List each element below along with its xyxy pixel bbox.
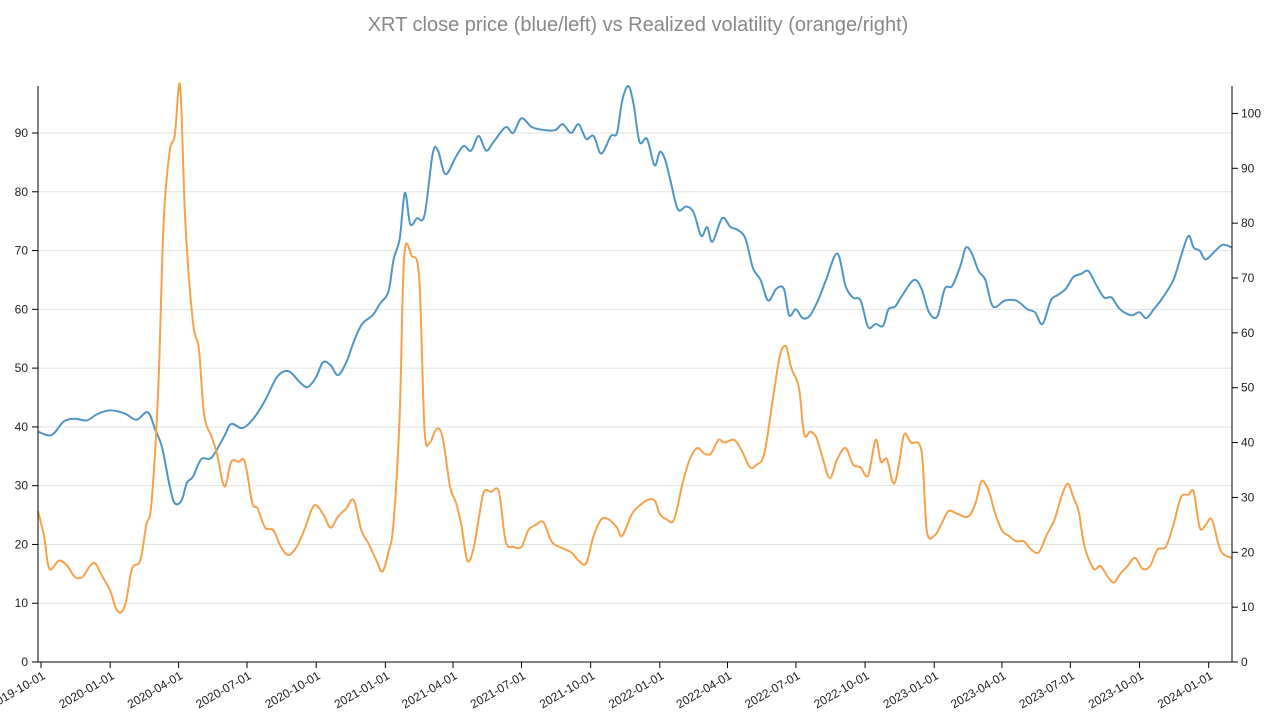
y-right-tick-label: 70 <box>1241 271 1255 285</box>
y-right-tick-label: 50 <box>1241 381 1255 395</box>
x-tick-label: 2020-07-01 <box>193 668 253 711</box>
volatility-series-line <box>37 82 1233 614</box>
x-tick-label: 2020-10-01 <box>263 668 323 711</box>
y-right-tick-label: 80 <box>1241 216 1255 230</box>
y-right-tick-label: 10 <box>1241 600 1255 614</box>
x-tick-label: 2020-04-01 <box>125 668 185 711</box>
x-tick-label: 2021-04-01 <box>399 668 459 711</box>
y-left-tick-label: 40 <box>15 420 29 434</box>
y-left-tick-label: 30 <box>15 479 29 493</box>
y-right-tick-label: 30 <box>1241 490 1255 504</box>
x-tick-label: 2023-01-01 <box>881 668 941 711</box>
chart-title: XRT close price (blue/left) vs Realized … <box>367 14 909 36</box>
x-tick-label: 2023-04-01 <box>948 668 1008 711</box>
y-left-tick-label: 70 <box>15 244 29 258</box>
grid-lines <box>38 132 1232 604</box>
x-tick-label: 2021-10-01 <box>537 668 597 711</box>
y-right-tick-label: 100 <box>1241 106 1261 120</box>
x-tick-label: 2023-07-01 <box>1017 668 1077 711</box>
series-layer <box>37 82 1233 614</box>
x-tick-label: 2022-04-01 <box>674 668 734 711</box>
x-tick-label: 2023-10-01 <box>1086 668 1146 711</box>
y-left-tick-label: 80 <box>15 185 29 199</box>
x-tick-label: 2022-07-01 <box>742 668 802 711</box>
y-left-tick-label: 50 <box>15 361 29 375</box>
y-right-tick-label: 60 <box>1241 326 1255 340</box>
y-left-tick-label: 10 <box>15 596 29 610</box>
y-left-tick-label: 20 <box>15 537 29 551</box>
axes: 0 10 20 30 40 50 60 70 80 90 0 10 20 30 40 50 60 70 80 90 10… <box>0 86 1261 711</box>
x-tick-label: 2022-01-01 <box>606 668 666 711</box>
y-right-tick-label: 90 <box>1241 161 1255 175</box>
y-right-tick-label: 40 <box>1241 436 1255 450</box>
x-tick-label: 2021-01-01 <box>332 668 392 711</box>
y-right-tick-label: 20 <box>1241 545 1255 559</box>
y-left-tick-label: 90 <box>15 126 29 140</box>
x-tick-label: 2020-01-01 <box>57 668 117 711</box>
x-tick-label: 2022-10-01 <box>811 668 871 711</box>
y-left-tick-label: 60 <box>15 302 29 316</box>
x-tick-label: 2024-01-01 <box>1155 668 1215 711</box>
x-tick-label: 2019-10-01 <box>0 668 48 711</box>
price-series-line <box>37 85 1233 506</box>
x-tick-label: 2021-07-01 <box>468 668 528 711</box>
y-right-tick-label: 0 <box>1241 655 1248 669</box>
y-left-tick-label: 0 <box>21 655 28 669</box>
